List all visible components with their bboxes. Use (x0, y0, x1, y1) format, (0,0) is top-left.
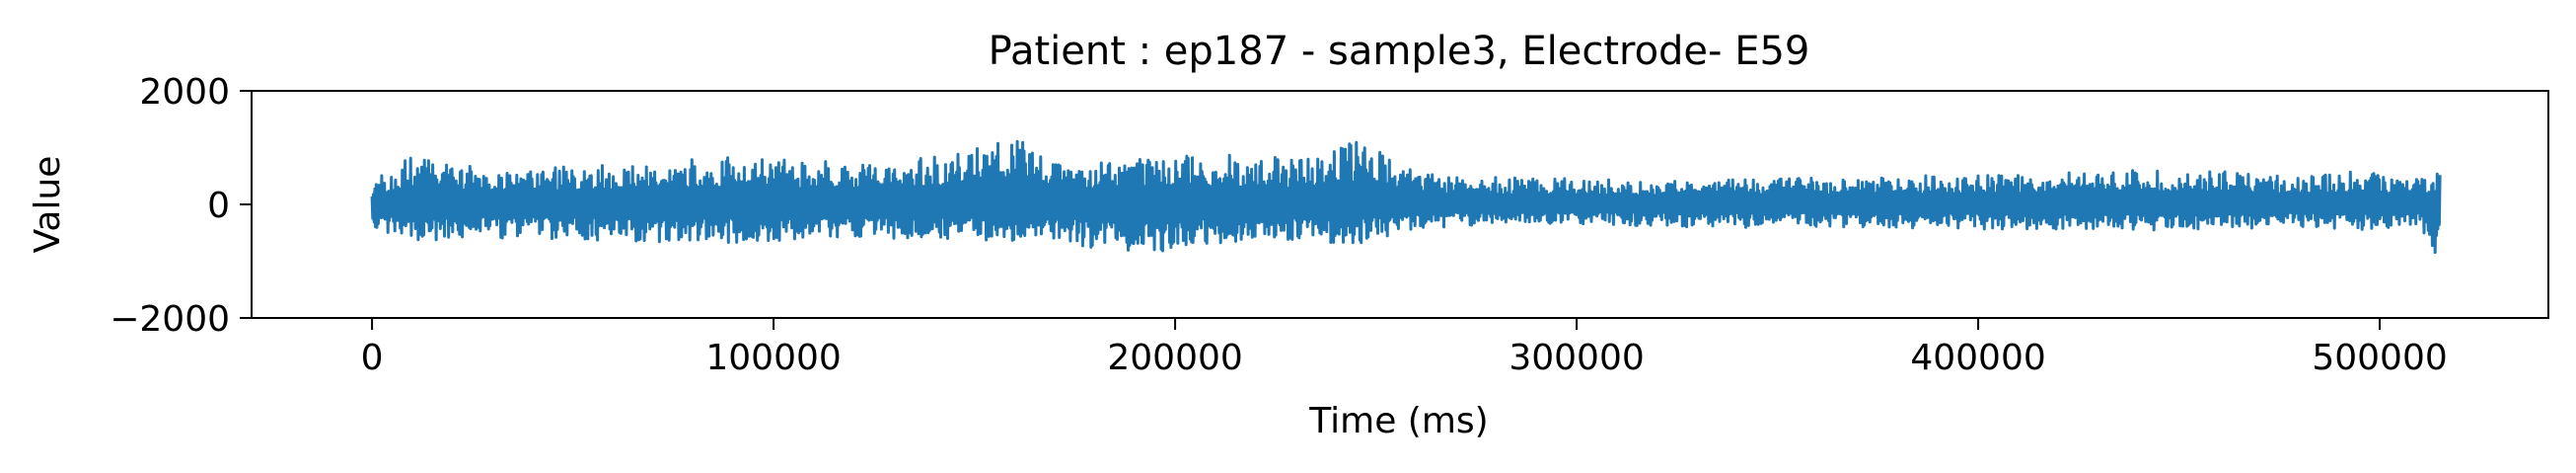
signal-line (370, 139, 2442, 255)
x-tick-label: 400000 (1910, 338, 2045, 378)
x-axis: 0 100000 200000 300000 400000 500000 (361, 318, 2448, 378)
y-tick-label: 0 (207, 186, 230, 226)
x-axis-label: Time (ms) (1308, 401, 1488, 441)
y-axis-label: Value (28, 156, 68, 254)
x-tick-label: 500000 (2312, 338, 2447, 378)
chart-title: Patient : ep187 - sample3, Electrode- E5… (989, 29, 1810, 74)
x-tick-label: 0 (361, 338, 384, 378)
y-tick-label: 2000 (139, 72, 230, 113)
x-tick-label: 200000 (1107, 338, 1242, 378)
x-tick-label: 100000 (705, 338, 841, 378)
y-tick-label: −2000 (110, 299, 230, 340)
plot-area (370, 139, 2442, 255)
y-axis: 2000 0 −2000 (110, 72, 252, 340)
x-tick-label: 300000 (1509, 338, 1644, 378)
